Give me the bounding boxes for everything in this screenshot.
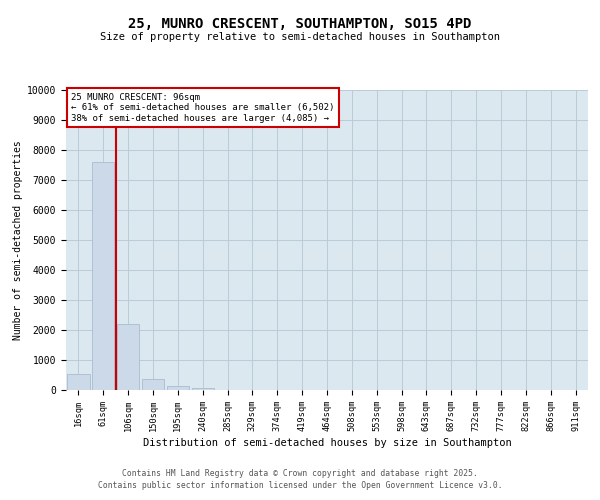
Text: 25 MUNRO CRESCENT: 96sqm
← 61% of semi-detached houses are smaller (6,502)
38% o: 25 MUNRO CRESCENT: 96sqm ← 61% of semi-d… — [71, 93, 335, 123]
Bar — [67, 374, 89, 390]
Bar — [191, 388, 214, 390]
Y-axis label: Number of semi-detached properties: Number of semi-detached properties — [13, 140, 23, 340]
Text: 25, MUNRO CRESCENT, SOUTHAMPTON, SO15 4PD: 25, MUNRO CRESCENT, SOUTHAMPTON, SO15 4P… — [128, 18, 472, 32]
Text: Size of property relative to semi-detached houses in Southampton: Size of property relative to semi-detach… — [100, 32, 500, 42]
Text: Contains HM Land Registry data © Crown copyright and database right 2025.: Contains HM Land Registry data © Crown c… — [122, 468, 478, 477]
Bar — [92, 162, 115, 390]
Bar — [117, 324, 139, 390]
X-axis label: Distribution of semi-detached houses by size in Southampton: Distribution of semi-detached houses by … — [143, 438, 511, 448]
Text: Contains public sector information licensed under the Open Government Licence v3: Contains public sector information licen… — [98, 481, 502, 490]
Bar — [142, 379, 164, 390]
Bar — [167, 386, 189, 390]
